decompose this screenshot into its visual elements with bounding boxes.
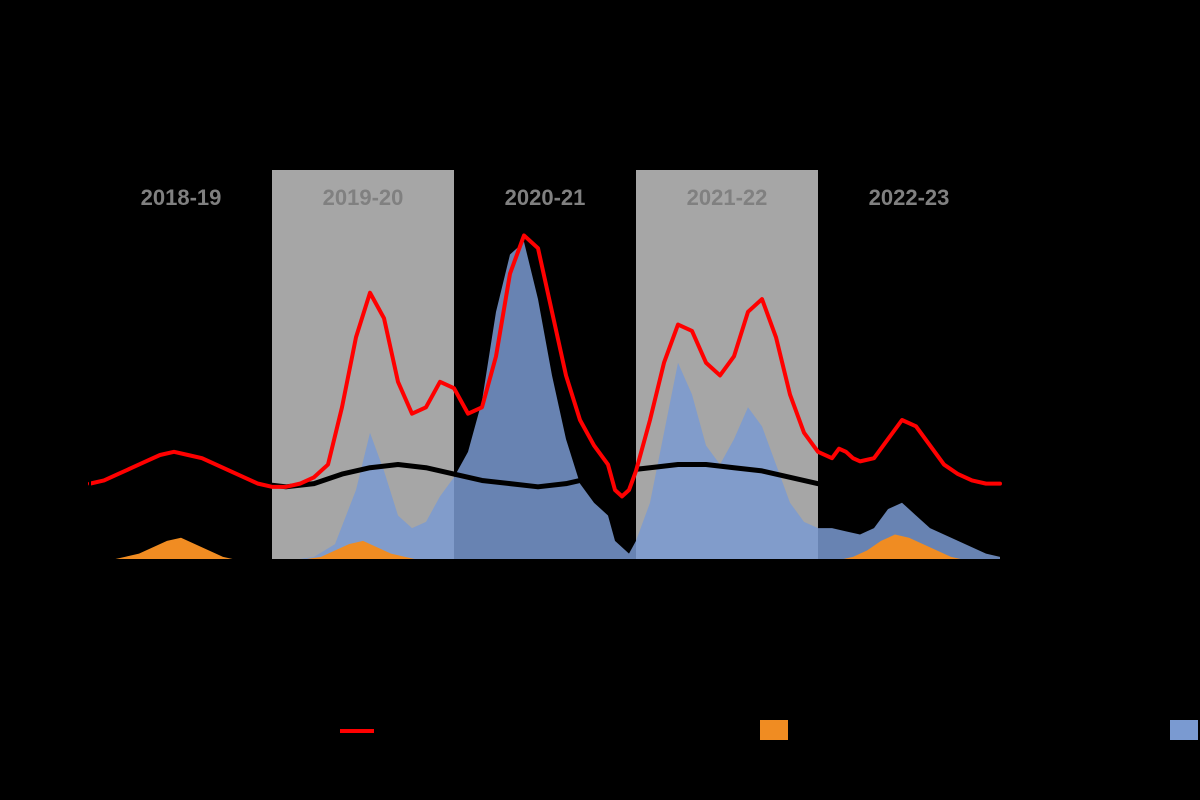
chart-svg [0,0,1200,800]
chart-container: 2018-19 2019-20 2020-21 2021-22 2022-23 [0,0,1200,800]
period-label-4: 2022-23 [869,185,950,211]
legend-box-icon [1170,720,1198,740]
legend-swatch-1 [760,720,788,745]
period-label-1: 2019-20 [323,185,404,211]
period-label-3: 2021-22 [687,185,768,211]
legend-line-icon [340,729,374,733]
period-label-2: 2020-21 [505,185,586,211]
legend-swatch-2 [1170,720,1198,745]
legend-swatch-0 [340,720,374,738]
legend-box-icon [760,720,788,740]
period-label-0: 2018-19 [141,185,222,211]
area-covid_deaths [90,242,1000,560]
